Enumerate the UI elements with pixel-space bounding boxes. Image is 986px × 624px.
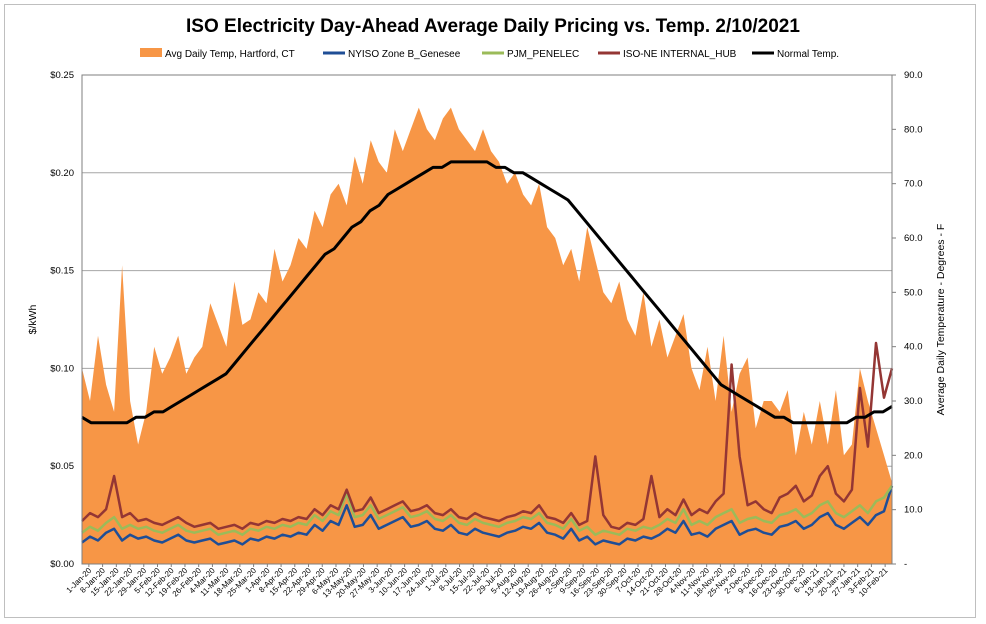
series-line-iso-ne-internal-hub <box>81 341 894 531</box>
y2-tick-label: 70.0 <box>904 179 923 190</box>
legend-label: PJM_PENELEC <box>507 49 579 60</box>
legend-label: ISO-NE INTERNAL_HUB <box>623 49 737 60</box>
y2-tick-label: - <box>904 559 907 570</box>
y-tick-label: $0.05 <box>50 461 74 472</box>
y2-tick-label: 50.0 <box>904 287 923 298</box>
y2-tick-label: 80.0 <box>904 124 923 135</box>
y-tick-label: $0.25 <box>50 70 74 81</box>
plot-border <box>81 74 893 565</box>
series-line-pjm-penelec <box>81 485 894 536</box>
chart-title: ISO Electricity Day-Ahead Average Daily … <box>186 16 800 37</box>
y2-tick-label: 90.0 <box>904 70 923 81</box>
y-tick-label: $0.15 <box>50 266 74 277</box>
y-tick-label: $0.20 <box>50 168 74 179</box>
series-area-temp <box>82 107 892 564</box>
legend-swatch <box>140 48 162 57</box>
y2-tick-label: 60.0 <box>904 233 923 244</box>
y-tick-label: $0.10 <box>50 363 74 374</box>
y2-tick-label: 10.0 <box>904 505 923 516</box>
y2-tick-label: 40.0 <box>904 342 923 353</box>
legend-label: NYISO Zone B_Genesee <box>348 49 461 60</box>
y-axis-label: $/kWh <box>27 304 39 334</box>
y2-tick-label: 20.0 <box>904 450 923 461</box>
y-tick-label: $0.00 <box>50 559 74 570</box>
legend: Avg Daily Temp, Hartford, CT NYISO Zone B… <box>140 48 839 60</box>
chart-frame <box>4 4 976 618</box>
legend-label: Avg Daily Temp, Hartford, CT <box>165 49 295 60</box>
y2-tick-label: 30.0 <box>904 396 923 407</box>
legend-label: Normal Temp. <box>777 49 839 60</box>
series-line-normal-temp- <box>81 160 893 425</box>
y2-axis-label: Average Daily Temperature - Degrees - F <box>935 224 947 416</box>
series-layer <box>81 107 894 564</box>
series-line-nyiso-zone-b-genesee <box>81 485 894 546</box>
